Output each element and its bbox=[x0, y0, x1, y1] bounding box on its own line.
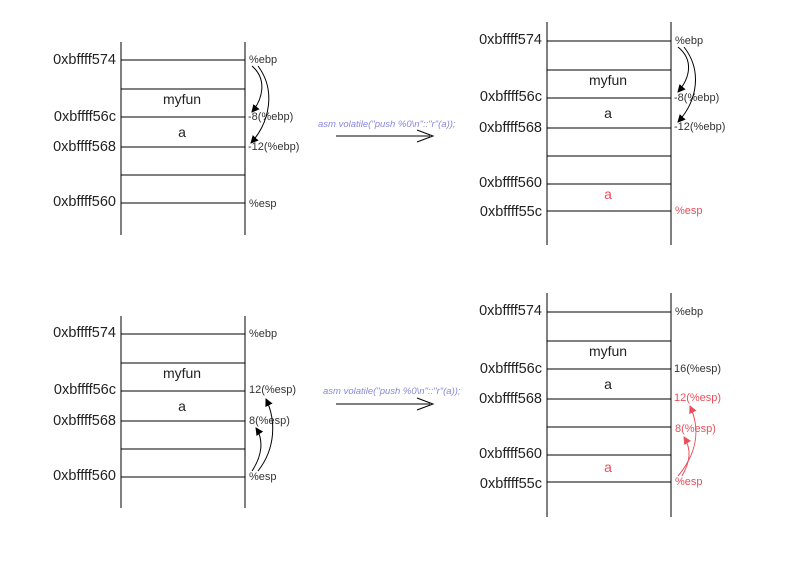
offset-arrow bbox=[251, 65, 263, 113]
stack-cell-myfun: myfun bbox=[163, 365, 201, 381]
register-label-red: 12(%esp) bbox=[674, 392, 721, 404]
register-label: %esp bbox=[249, 198, 277, 210]
transition-bottom: asm volatile("push %0\n"::"r"(a)); bbox=[323, 386, 461, 411]
register-label: 12(%esp) bbox=[249, 384, 296, 396]
address-label: 0xbffff574 bbox=[53, 325, 116, 341]
address-label: 0xbffff55c bbox=[480, 204, 542, 220]
stack-panel-bottom-left: 0xbffff574 0xbffff56c 0xbffff568 0xbffff… bbox=[53, 316, 296, 508]
address-label: 0xbffff56c bbox=[54, 382, 116, 398]
register-label: %ebp bbox=[249, 328, 277, 340]
transition-top: asm volatile("push %0\n"::"r"(a)); bbox=[318, 119, 456, 143]
stack-cell-a: a bbox=[178, 398, 186, 414]
register-label: %ebp bbox=[249, 54, 277, 66]
address-label: 0xbffff560 bbox=[479, 175, 542, 191]
address-label: 0xbffff560 bbox=[53, 194, 116, 210]
address-label: 0xbffff568 bbox=[53, 413, 116, 429]
asm-instruction: asm volatile("push %0\n"::"r"(a)); bbox=[318, 119, 456, 130]
stack-panel-top-left: 0xbffff574 0xbffff56c 0xbffff568 0xbffff… bbox=[53, 42, 299, 235]
address-label: 0xbffff56c bbox=[480, 361, 542, 377]
stack-cell-a: a bbox=[604, 376, 612, 392]
register-label: -12(%ebp) bbox=[674, 121, 725, 133]
address-label: 0xbffff56c bbox=[54, 109, 116, 125]
asm-instruction: asm volatile("push %0\n"::"r"(a)); bbox=[323, 386, 461, 397]
address-label: 0xbffff56c bbox=[480, 89, 542, 105]
address-label: 0xbffff568 bbox=[479, 391, 542, 407]
offset-arrow bbox=[251, 427, 264, 472]
stack-cell-a-pushed: a bbox=[604, 459, 612, 475]
register-label: 16(%esp) bbox=[674, 363, 721, 375]
offset-arrow bbox=[257, 398, 274, 472]
offset-arrow-red bbox=[677, 405, 697, 477]
register-label: %esp bbox=[249, 471, 277, 483]
address-label: 0xbffff568 bbox=[53, 139, 116, 155]
stack-cell-a: a bbox=[178, 124, 186, 140]
stack-panel-top-right: 0xbffff574 0xbffff56c 0xbffff568 0xbffff… bbox=[479, 22, 725, 245]
address-label: 0xbffff574 bbox=[479, 32, 542, 48]
address-label: 0xbffff560 bbox=[53, 468, 116, 484]
address-label: 0xbffff568 bbox=[479, 120, 542, 136]
stack-cell-myfun: myfun bbox=[163, 91, 201, 107]
stack-cell-a-pushed: a bbox=[604, 186, 612, 202]
stack-panel-bottom-right: 0xbffff574 0xbffff56c 0xbffff568 0xbffff… bbox=[479, 293, 721, 517]
offset-arrow bbox=[677, 46, 696, 123]
address-label: 0xbffff55c bbox=[480, 476, 542, 492]
address-label: 0xbffff574 bbox=[53, 52, 116, 68]
register-label: %ebp bbox=[675, 306, 703, 318]
register-label: -8(%ebp) bbox=[248, 111, 293, 123]
offset-arrow bbox=[250, 65, 270, 144]
register-label: -12(%ebp) bbox=[248, 141, 299, 153]
register-label-esp: %esp bbox=[675, 476, 703, 488]
address-label: 0xbffff574 bbox=[479, 303, 542, 319]
stack-cell-a: a bbox=[604, 105, 612, 121]
stack-cell-myfun: myfun bbox=[589, 72, 627, 88]
stack-cell-myfun: myfun bbox=[589, 343, 627, 359]
address-label: 0xbffff560 bbox=[479, 446, 542, 462]
transition-arrowhead bbox=[416, 397, 435, 411]
offset-arrow-red bbox=[681, 436, 692, 477]
register-label: 8(%esp) bbox=[249, 415, 290, 427]
offset-arrow bbox=[677, 46, 689, 93]
register-label: %ebp bbox=[675, 35, 703, 47]
register-label-esp: %esp bbox=[675, 205, 703, 217]
register-label: -8(%ebp) bbox=[674, 92, 719, 104]
transition-arrowhead bbox=[416, 129, 435, 143]
